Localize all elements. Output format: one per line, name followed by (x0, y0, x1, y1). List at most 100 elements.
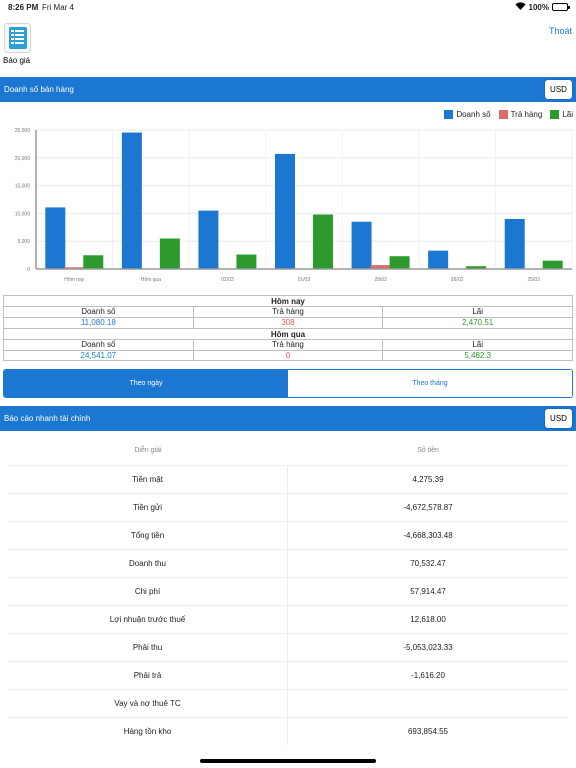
summary-label: Doanh số (81, 307, 116, 316)
legend-label: Doanh số (456, 110, 491, 119)
sales-currency-button[interactable]: USD (545, 80, 572, 99)
y-tick-label: 15,000 (15, 184, 31, 190)
status-bar: 8:26 PM Fri Mar 4 100% (0, 0, 576, 14)
app-header: Báo giá Thoát (0, 20, 576, 70)
summary-yesterday-doanh-so: 24,541.07 (80, 351, 117, 360)
row-description: Vay và nợ thuê TC (8, 690, 288, 717)
row-description: Tiền gửi (8, 494, 288, 521)
table-row[interactable]: Doanh thu 70,532.47 (8, 549, 568, 577)
chart-plot: 0 5,000 10,000 15,000 20,000 25,000 Hôm nay Hôm… (15, 128, 573, 283)
bar-doanh-so[interactable] (275, 153, 295, 269)
row-description: Hàng tồn kho (8, 718, 288, 745)
y-tick-label: 5,000 (17, 239, 30, 245)
bar-doanh-so[interactable] (198, 210, 219, 269)
row-description: Phải thu (8, 634, 288, 661)
y-tick-label: 10,000 (15, 211, 31, 217)
summary-today-values: 11,080.18 308 2,470.51 (3, 317, 573, 328)
row-description: Phải trả (8, 662, 288, 689)
row-description: Doanh thu (8, 550, 288, 577)
bar-doanh-so[interactable] (351, 221, 372, 269)
wifi-icon (515, 2, 526, 12)
summary-yesterday-tra-hang: 0 (192, 351, 383, 360)
table-row[interactable]: Tổng tiền -4,668,303.48 (8, 521, 568, 549)
finance-currency-button[interactable]: USD (545, 409, 572, 428)
row-amount: 57,914.47 (410, 587, 446, 596)
status-date: Fri Mar 4 (42, 3, 74, 12)
row-amount: -5,053,023.33 (403, 643, 453, 652)
table-row[interactable]: Hàng tồn kho 693,854.55 (8, 717, 568, 745)
quote-app-button[interactable] (4, 23, 31, 53)
period-tabs: Theo ngày Theo tháng (3, 369, 573, 398)
legend-swatch (444, 110, 454, 119)
status-time: 8:26 PM (8, 3, 39, 12)
bar-lai[interactable] (389, 256, 410, 269)
x-tick-label: 02/03 (221, 277, 234, 283)
row-description: Tiền mặt (8, 466, 288, 493)
battery-percent: 100% (528, 2, 549, 12)
summary-yesterday-lai: 5,482.3 (382, 351, 572, 360)
bar-lai[interactable] (542, 260, 563, 269)
col-header-amount: Số tiền (417, 447, 439, 454)
logout-button[interactable]: Thoát (548, 26, 572, 36)
sales-section-bar: Doanh số bán hàng USD (0, 77, 576, 102)
summary-label: Lãi (382, 340, 572, 350)
bar-doanh-so[interactable] (121, 132, 142, 269)
finance-table-header: Diễn giải Số tiền (8, 437, 568, 465)
tab-by-day[interactable]: Theo ngày (4, 370, 288, 397)
document-list-icon (8, 27, 27, 49)
status-indicators: 100% (515, 2, 570, 12)
table-row[interactable]: Phải thu -5,053,023.33 (8, 633, 568, 661)
y-tick-label: 25,000 (15, 128, 31, 134)
row-description: Lợi nhuận trước thuế (8, 606, 288, 633)
summary-label: Trả hàng (192, 340, 383, 350)
legend-label: Trả hàng (510, 110, 543, 119)
table-row[interactable]: Chi phí 57,914.47 (8, 577, 568, 605)
x-tick-label: 28/02 (374, 277, 387, 283)
bar-tra-hang[interactable] (64, 267, 85, 269)
bar-lai[interactable] (83, 255, 104, 269)
bar-doanh-so[interactable] (428, 250, 449, 269)
bar-lai[interactable] (466, 266, 487, 269)
summary-today-labels: Doanh số Trả hàng Lãi (3, 306, 573, 317)
legend-item-doanh-so: Doanh số (444, 110, 491, 119)
summary-label: Trả hàng (192, 307, 383, 317)
finance-section-bar: Báo cáo nhanh tài chính USD (0, 406, 576, 431)
legend-item-lai: Lãi (550, 110, 573, 119)
row-amount: -4,668,303.48 (403, 531, 453, 540)
bar-lai[interactable] (313, 214, 333, 269)
row-amount: 70,532.47 (410, 559, 446, 568)
table-row[interactable]: Lợi nhuận trước thuế 12,618.00 (8, 605, 568, 633)
legend-item-tra-hang: Trả hàng (498, 110, 543, 119)
row-amount: 12,618.00 (410, 615, 446, 624)
y-tick-label: 20,000 (15, 156, 31, 162)
legend-label: Lãi (562, 110, 573, 119)
summary-yesterday-labels: Doanh số Trả hàng Lãi (3, 339, 573, 350)
summary-today-tra-hang: 308 (192, 318, 383, 328)
row-amount: -1,616.20 (411, 671, 445, 680)
x-tick-label: 25/02 (527, 277, 540, 283)
bar-lai[interactable] (236, 254, 257, 269)
y-tick-label: 0 (27, 267, 30, 273)
summary-label: Lãi (382, 307, 572, 317)
sales-title: Doanh số bán hàng (4, 85, 74, 94)
x-tick-label: 01/03 (298, 277, 311, 283)
bar-lai[interactable] (159, 238, 180, 269)
bar-doanh-so[interactable] (45, 207, 66, 269)
home-indicator (200, 759, 376, 763)
table-row[interactable]: Tiền gửi -4,672,578.87 (8, 493, 568, 521)
table-row[interactable]: Vay và nợ thuê TC (8, 689, 568, 717)
table-row[interactable]: Phải trả -1,616.20 (8, 661, 568, 689)
summary-yesterday-values: 24,541.07 0 5,482.3 (3, 350, 573, 361)
bar-doanh-so[interactable] (504, 218, 525, 269)
col-header-description: Diễn giải (134, 447, 162, 454)
table-row[interactable]: Tiền mặt 4,275.39 (8, 465, 568, 493)
summary-today-lai: 2,470.51 (382, 318, 572, 328)
summary-today-title: Hôm nay (3, 295, 573, 306)
sales-summary: Hôm nay Doanh số Trả hàng Lãi 11,080.18 … (3, 295, 573, 361)
bar-tra-hang[interactable] (370, 265, 391, 269)
row-amount: 693,854.55 (407, 727, 449, 736)
summary-today-doanh-so: 11,080.18 (80, 318, 116, 327)
tab-by-month[interactable]: Theo tháng (288, 370, 572, 397)
summary-yesterday-title: Hôm qua (3, 328, 573, 339)
row-description: Chi phí (8, 578, 288, 605)
